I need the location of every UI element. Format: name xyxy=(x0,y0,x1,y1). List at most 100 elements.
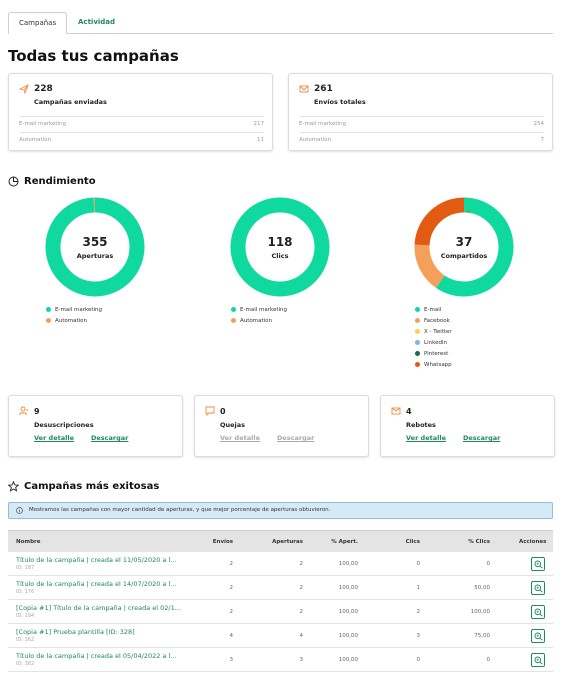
cell-sends: 2 xyxy=(229,560,234,567)
legend-label: Whatsapp xyxy=(424,361,452,368)
cell-click-rate: 75,00 xyxy=(474,632,490,639)
legend-item: Automation xyxy=(231,315,287,326)
unsubscribes-value: 9 xyxy=(34,407,40,416)
col-actions: Acciones xyxy=(519,538,547,545)
chat-alert-icon xyxy=(205,406,215,416)
paper-plane-icon xyxy=(19,84,29,94)
legend-dot xyxy=(415,318,420,323)
table-row: Título de la campaña | creada el 11/05/2… xyxy=(8,552,553,576)
tab-actividad[interactable]: Actividad xyxy=(78,18,116,26)
cell-opens: 3 xyxy=(299,656,304,663)
view-campaign-button[interactable] xyxy=(531,605,545,619)
stat-row-value: 11 xyxy=(257,137,264,143)
legend-label: Facebook xyxy=(424,317,450,324)
cell-opens: 2 xyxy=(299,608,304,615)
legend-label: Pinterest xyxy=(424,350,449,357)
tab-bar: Campañas Actividad xyxy=(8,12,553,34)
campaigns-sent-value: 228 xyxy=(34,84,53,94)
campaign-name-link[interactable]: Título de la campaña | creada el 14/07/2… xyxy=(16,580,177,588)
cell-sends: 2 xyxy=(229,608,234,615)
donut-segment xyxy=(414,197,514,297)
donut-segment xyxy=(414,197,514,297)
view-campaign-button[interactable] xyxy=(531,629,545,643)
campaign-name-link[interactable]: [Copia #1] Título de la campaña | creada… xyxy=(16,604,181,612)
col-opens: Aperturas xyxy=(272,538,303,545)
cell-open-rate: 100,00 xyxy=(338,608,358,615)
cell-sends: 4 xyxy=(229,632,234,639)
zoom-in-icon xyxy=(534,584,543,593)
top-campaigns-title: Campañas más exitosas xyxy=(8,481,159,492)
zoom-in-icon xyxy=(534,632,543,641)
stat-row-label: Automation xyxy=(299,137,332,143)
campaigns-sent-card: 228 Campañas enviadas E-mail marketing 2… xyxy=(8,73,273,151)
view-campaign-button[interactable] xyxy=(531,653,545,667)
donut-value: 355 xyxy=(82,235,108,249)
stat-row: E-mail marketing 254 xyxy=(299,116,544,132)
user-minus-icon xyxy=(19,406,29,416)
legend-dot xyxy=(415,329,420,334)
table-row: [Copia #1] Título de la campaña | creada… xyxy=(8,600,553,624)
total-sends-value: 261 xyxy=(314,84,333,94)
donut-chart xyxy=(414,197,514,297)
legend-label: Automation xyxy=(55,317,88,324)
complaints-view-detail-link: Ver detalle xyxy=(220,434,260,442)
zoom-in-icon xyxy=(534,608,543,617)
view-campaign-button[interactable] xyxy=(531,557,545,571)
legend-label: E-mail marketing xyxy=(240,306,288,313)
stat-row: Automation 11 xyxy=(19,132,264,148)
donut-shares: 37 Compartidos xyxy=(414,197,514,297)
cell-click-rate: 100,00 xyxy=(470,608,490,615)
page-title: Todas tus campañas xyxy=(8,47,179,65)
cell-clicks: 0 xyxy=(416,560,421,567)
cell-click-rate: 50,00 xyxy=(474,584,490,591)
tab-campanas[interactable]: Campañas xyxy=(8,12,68,34)
stat-row: E-mail marketing 217 xyxy=(19,116,264,132)
donut-clicks: 118 Clics xyxy=(230,197,330,297)
cell-sends: 3 xyxy=(229,656,234,663)
cell-opens: 2 xyxy=(299,584,304,591)
cell-name: [Copia #1] Prueba plantilla [ID: 328] ID:… xyxy=(16,624,135,647)
unsubscribes-download-link[interactable]: Descargar xyxy=(91,434,129,442)
cell-click-rate: 0 xyxy=(486,656,491,663)
donut-segment xyxy=(45,197,145,297)
campaigns-sent-label: Campañas enviadas xyxy=(34,98,107,106)
legend-item: E-mail marketing xyxy=(46,304,102,315)
performance-title: Rendimiento xyxy=(8,176,96,187)
campaign-id: ID: 176 xyxy=(16,589,35,595)
cell-opens: 4 xyxy=(299,632,304,639)
cell-name: Título de la campaña | creada el 05/04/2… xyxy=(16,648,176,671)
donut-value: 118 xyxy=(267,235,293,249)
campaign-id: ID: 194 xyxy=(16,613,35,619)
legend-dot xyxy=(46,318,51,323)
col-name: Nombre xyxy=(16,538,41,545)
donut-chart xyxy=(230,197,330,297)
total-sends-card: 261 Envíos totales E-mail marketing 254 … xyxy=(288,73,553,151)
donut-value: 37 xyxy=(455,235,473,249)
stat-row-label: Automation xyxy=(19,137,52,143)
bounces-view-detail-link[interactable]: Ver detalle xyxy=(406,434,446,442)
legend-dot xyxy=(415,340,420,345)
top-campaigns-title-text: Campañas más exitosas xyxy=(24,481,160,492)
legend-label: Automation xyxy=(240,317,273,324)
cell-open-rate: 100,00 xyxy=(338,584,358,591)
campaign-name-link[interactable]: [Copia #1] Prueba plantilla [ID: 328] xyxy=(16,628,135,636)
legend-item: E-mail xyxy=(415,304,452,315)
legend-item: LinkedIn xyxy=(415,337,452,348)
legend-dot xyxy=(231,307,236,312)
performance-title-text: Rendimiento xyxy=(24,176,96,187)
campaign-name-link[interactable]: Título de la campaña | creada el 05/04/2… xyxy=(16,652,177,660)
bounces-download-link[interactable]: Descargar xyxy=(463,434,501,442)
campaign-name-link[interactable]: Título de la campaña | creada el 11/05/2… xyxy=(16,556,177,564)
legend-item: Whatsapp xyxy=(415,359,452,370)
legend-item: E-mail marketing xyxy=(231,304,287,315)
top-campaigns-table: Nombre Envíos Aperturas % Apert. Clics %… xyxy=(8,530,553,672)
view-campaign-button[interactable] xyxy=(531,581,545,595)
table-row: [Copia #1] Prueba plantilla [ID: 328] ID:… xyxy=(8,624,553,648)
donut-opens: 355 Aperturas xyxy=(45,197,145,297)
legend-label: X - Twitter xyxy=(424,328,452,335)
legend-label: LinkedIn xyxy=(424,339,448,346)
table-body: Título de la campaña | creada el 11/05/2… xyxy=(8,552,553,672)
star-icon xyxy=(8,481,19,492)
unsubscribes-view-detail-link[interactable]: Ver detalle xyxy=(34,434,74,442)
unsubscribes-label: Desuscripciones xyxy=(34,421,94,429)
